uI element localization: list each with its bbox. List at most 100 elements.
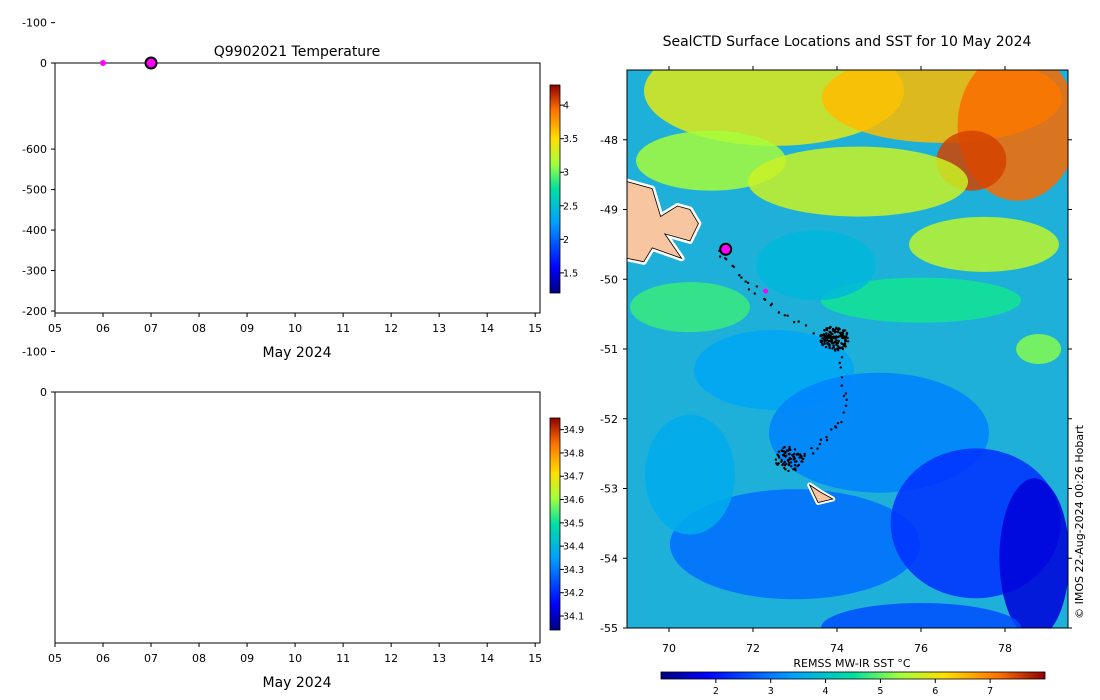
cluster-point xyxy=(823,335,826,338)
cluster-point xyxy=(829,337,832,340)
colorbar-tick-label: 34.7 xyxy=(563,472,584,483)
cluster-point xyxy=(824,345,828,349)
x-tick-label: 70 xyxy=(662,642,676,655)
cluster-point xyxy=(843,335,847,339)
colorbar-tick-label: 34.2 xyxy=(563,588,584,599)
cluster-point xyxy=(787,452,791,456)
temperature-panel: Q9902021 Temperature 0 -100 -200 -300 -400 -5… xyxy=(22,17,578,361)
track-point xyxy=(783,314,786,317)
cluster-point xyxy=(838,346,841,349)
colorbar-tick-label: 2 xyxy=(563,235,569,246)
sst-map-panel: SealCTD Surface Locations and SST for 10… xyxy=(600,34,1086,697)
x-tick-label: 12 xyxy=(384,322,398,335)
track-point xyxy=(740,276,743,279)
track-point xyxy=(747,288,751,291)
cluster-point xyxy=(843,343,846,347)
cluster-point xyxy=(834,349,837,352)
cluster-point xyxy=(796,464,799,468)
cluster-point xyxy=(780,458,783,462)
current-position-marker xyxy=(719,242,733,256)
y-tick-label: -50 xyxy=(600,273,618,286)
cluster-point xyxy=(844,339,848,343)
current-position-marker xyxy=(144,56,158,70)
y-tick-label: 0 xyxy=(40,386,47,399)
track-point xyxy=(816,447,819,450)
kerguelen-island xyxy=(626,181,699,263)
colorbar-tick-label: 5 xyxy=(877,686,883,697)
temperature-markers xyxy=(100,56,158,70)
colorbar-tick-label: 3 xyxy=(563,168,569,179)
sst-patch xyxy=(1016,334,1062,364)
temperature-y-axis: 0-100-200-300-400-500-600 xyxy=(22,17,55,70)
cluster-point xyxy=(802,457,805,461)
track-point xyxy=(812,452,815,455)
cluster-point xyxy=(783,460,786,464)
salinity-axes-frame xyxy=(54,391,541,644)
track-point xyxy=(797,320,800,323)
track-point xyxy=(818,442,822,446)
cluster-point xyxy=(831,332,834,336)
y-tick-label: -600 xyxy=(22,143,47,156)
colorbar-tick-label: 4 xyxy=(823,686,829,697)
cluster-point xyxy=(825,328,829,332)
x-tick-label: 07 xyxy=(144,652,158,665)
x-tick-label: 10 xyxy=(288,322,302,335)
cluster-point xyxy=(791,453,794,457)
sst-patch xyxy=(756,230,876,301)
cluster-point xyxy=(833,331,837,334)
y-tick-label: -52 xyxy=(600,413,618,426)
cluster-point xyxy=(827,333,830,336)
x-tick-label: 08 xyxy=(192,652,206,665)
cluster-point xyxy=(789,448,792,452)
cluster-point xyxy=(829,331,832,334)
track-point xyxy=(792,320,796,324)
track-point xyxy=(844,392,848,395)
cluster-point xyxy=(836,347,839,350)
sst-patch xyxy=(670,489,920,600)
cluster-point xyxy=(834,328,837,331)
cluster-point xyxy=(844,345,847,348)
cluster-point xyxy=(784,451,787,454)
track-point xyxy=(840,384,843,387)
salinity-panel: 0 -100 -200 -300 -400 -500 -600 05 06 07 08 09 10 11… xyxy=(22,143,584,691)
map-landmasses xyxy=(624,178,836,505)
x-tick-label: 72 xyxy=(746,642,760,655)
track-point xyxy=(819,438,822,441)
salinity-colorbar-ticks: 34.1 34.2 34.3 34.4 34.5 34.6 34.7 34.8 34.9 xyxy=(560,425,584,623)
y-tick-label: -49 xyxy=(600,204,618,217)
salinity-colorbar xyxy=(549,417,561,631)
cluster-point xyxy=(830,339,834,342)
y-tick-label: -400 xyxy=(22,224,47,237)
cluster-point xyxy=(820,334,823,337)
cluster-point xyxy=(841,346,844,349)
x-tick-label: 15 xyxy=(528,322,542,335)
cluster-point xyxy=(782,453,786,456)
x-tick-label: 11 xyxy=(336,652,350,665)
cluster-point xyxy=(823,329,826,332)
cluster-point xyxy=(845,333,848,336)
sst-patch xyxy=(630,282,750,333)
map-title: SealCTD Surface Locations and SST for 10… xyxy=(663,34,1032,50)
cluster-point xyxy=(797,453,800,456)
y-tick-label: -51 xyxy=(600,343,618,356)
track-point xyxy=(842,394,846,398)
cluster-point xyxy=(785,462,788,466)
x-tick-label: 11 xyxy=(336,322,350,335)
x-tick-label: 09 xyxy=(240,322,254,335)
cluster-point xyxy=(780,449,783,452)
cluster-point xyxy=(823,337,826,340)
x-tick-label: 14 xyxy=(480,652,494,665)
heard-island xyxy=(808,483,834,503)
colorbar-tick-label: 3.5 xyxy=(563,134,578,145)
cluster-point xyxy=(847,340,850,343)
track-point xyxy=(725,258,728,261)
temperature-colorbar-ticks: 1.5 2 2.5 3 3.5 4 xyxy=(560,101,578,279)
y-tick-label: -100 xyxy=(22,17,47,30)
colorbar-tick-label: 34.9 xyxy=(563,425,584,436)
cluster-point xyxy=(787,469,790,473)
x-tick-label: 13 xyxy=(432,322,446,335)
y-tick-label: -500 xyxy=(22,184,47,197)
map-colorbar-ticks: 2 3 4 5 6 7 xyxy=(713,679,993,697)
cluster-point xyxy=(793,448,797,451)
track-point xyxy=(838,361,841,365)
